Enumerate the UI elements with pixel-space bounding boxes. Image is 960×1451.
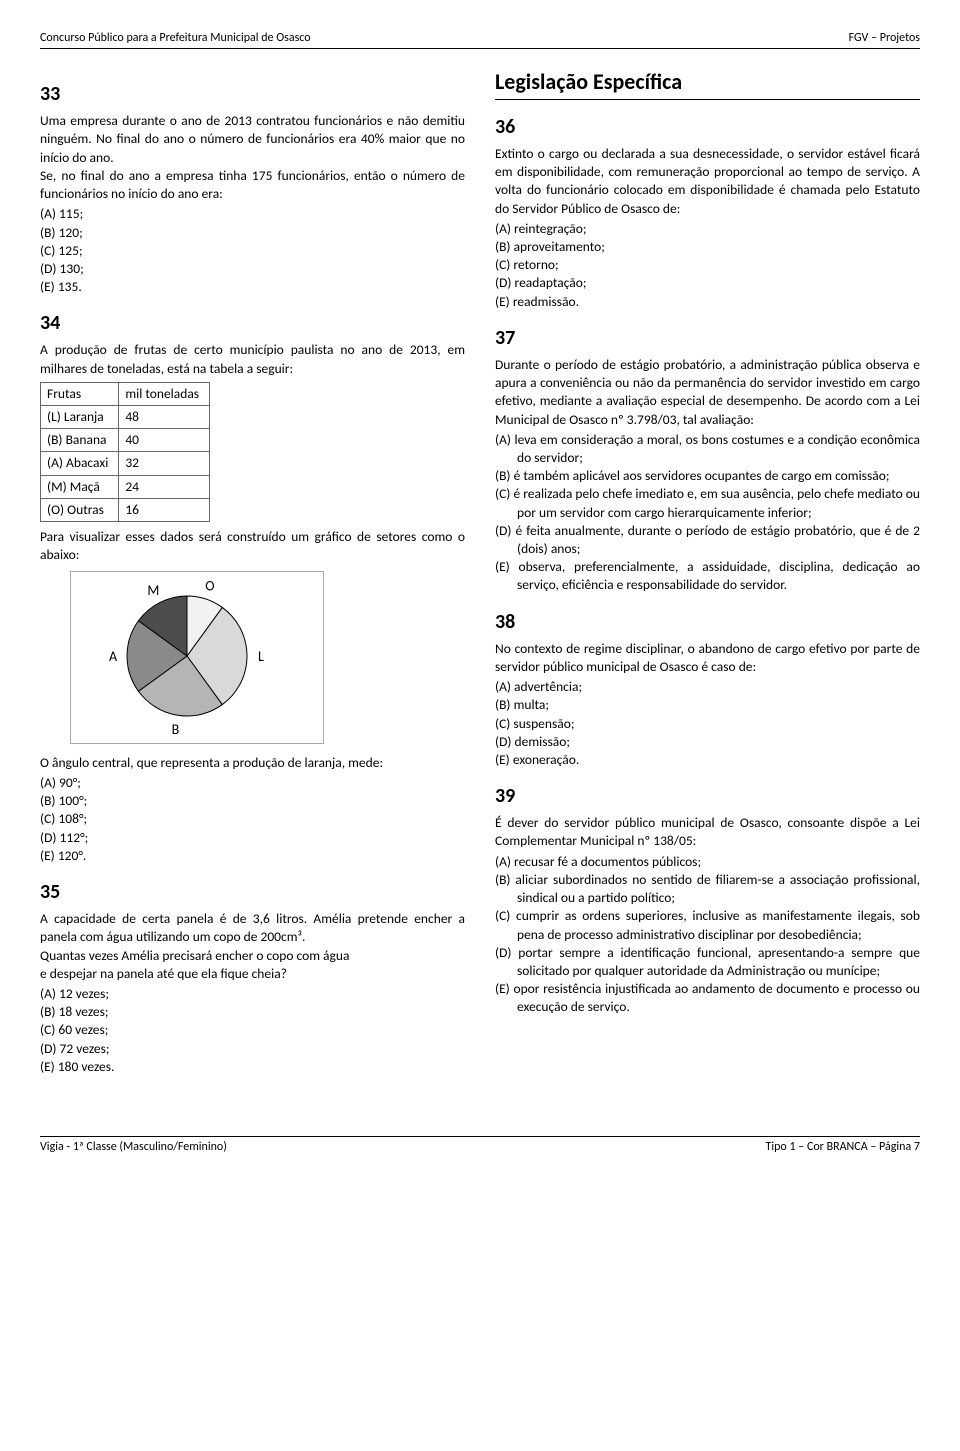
q39-opt-e: (E) opor resistência injustificada ao an…: [495, 980, 920, 1016]
left-column: 33 Uma empresa durante o ano de 2013 con…: [40, 67, 465, 1076]
q33-opt-e: (E) 135.: [40, 278, 465, 296]
q38-opt-c: (C) suspensão;: [495, 715, 920, 733]
q38-opt-b: (B) multa;: [495, 696, 920, 714]
q33-opt-c: (C) 125;: [40, 242, 465, 260]
svg-text:A: A: [109, 648, 118, 665]
q35-opt-c: (C) 60 vezes;: [40, 1021, 465, 1039]
q35-text: A capacidade de certa panela é de 3,6 li…: [40, 910, 465, 946]
q37-opt-c: (C) é realizada pelo chefe imediato e, e…: [495, 485, 920, 521]
q39-text: É dever do servidor público municipal de…: [495, 814, 920, 850]
q34-opt-a: (A) 90°;: [40, 774, 465, 792]
q37-opt-b: (B) é também aplicável aos servidores oc…: [495, 467, 920, 485]
q35-opt-d: (D) 72 vezes;: [40, 1040, 465, 1058]
q34-text: A produção de frutas de certo município …: [40, 341, 465, 377]
page-footer: Vigia - 1ª Classe (Masculino/Feminino) T…: [40, 1136, 920, 1155]
header-left: Concurso Público para a Prefeitura Munic…: [40, 30, 311, 46]
q37-opt-a: (A) leva em consideração a moral, os bon…: [495, 431, 920, 467]
footer-right: Tipo 1 – Cor BRANCA – Página 7: [766, 1139, 920, 1155]
q38-opt-e: (E) exoneração.: [495, 751, 920, 769]
q35-opt-e: (E) 180 vezes.: [40, 1058, 465, 1076]
q33-options: (A) 115; (B) 120; (C) 125; (D) 130; (E) …: [40, 205, 465, 296]
q37-number: 37: [495, 325, 920, 352]
q35-number: 35: [40, 879, 465, 906]
q36-opt-a: (A) reintegração;: [495, 220, 920, 238]
svg-text:M: M: [147, 582, 159, 599]
q37-options: (A) leva em consideração a moral, os bon…: [495, 431, 920, 595]
q38-options: (A) advertência; (B) multa; (C) suspensã…: [495, 678, 920, 769]
q33-opt-a: (A) 115;: [40, 205, 465, 223]
q34-opt-c: (C) 108°;: [40, 810, 465, 828]
q34-options: (A) 90°; (B) 100°; (C) 108°; (D) 112°; (…: [40, 774, 465, 865]
svg-text:O: O: [205, 578, 214, 595]
q39-options: (A) recusar fé a documentos públicos; (B…: [495, 853, 920, 1017]
q34-opt-e: (E) 120°.: [40, 847, 465, 865]
q37-opt-d: (D) é feita anualmente, durante o períod…: [495, 522, 920, 558]
q35-text2: Quantas vezes Amélia precisará encher o …: [40, 947, 465, 965]
q35-options: (A) 12 vezes; (B) 18 vezes; (C) 60 vezes…: [40, 985, 465, 1076]
q38-number: 38: [495, 609, 920, 636]
q35-opt-a: (A) 12 vezes;: [40, 985, 465, 1003]
q34-pie-chart: L B A M O: [77, 578, 297, 734]
q34-r2c0: (A) Abacaxi: [41, 452, 119, 475]
q39-opt-a: (A) recusar fé a documentos públicos;: [495, 853, 920, 871]
q34-number: 34: [40, 310, 465, 337]
q36-options: (A) reintegração; (B) aproveitamento; (C…: [495, 220, 920, 311]
footer-left: Vigia - 1ª Classe (Masculino/Feminino): [40, 1139, 227, 1155]
q34-opt-b: (B) 100°;: [40, 792, 465, 810]
q34-r3c1: 24: [119, 475, 210, 498]
q33-text2: Se, no final do ano a empresa tinha 175 …: [40, 167, 465, 203]
q37-opt-e: (E) observa, preferencialmente, a assidu…: [495, 558, 920, 594]
q34-text3: O ângulo central, que representa a produ…: [40, 754, 465, 772]
svg-text:L: L: [258, 648, 264, 665]
q34-r1c0: (B) Banana: [41, 429, 119, 452]
q34-th-frutas: Frutas: [41, 382, 119, 405]
q39-opt-b: (B) aliciar subordinados no sentido de f…: [495, 871, 920, 907]
q34-text2: Para visualizar esses dados será constru…: [40, 528, 465, 564]
svg-text:B: B: [172, 721, 180, 734]
q34-r3c0: (M) Maçã: [41, 475, 119, 498]
page-header: Concurso Público para a Prefeitura Munic…: [40, 30, 920, 49]
q34-r0c0: (L) Laranja: [41, 406, 119, 429]
q34-r4c1: 16: [119, 498, 210, 521]
header-right: FGV – Projetos: [849, 30, 920, 46]
q39-opt-c: (C) cumprir as ordens superiores, inclus…: [495, 907, 920, 943]
q38-opt-d: (D) demissão;: [495, 733, 920, 751]
q34-table: Frutas mil toneladas (L) Laranja48 (B) B…: [40, 382, 210, 522]
q38-opt-a: (A) advertência;: [495, 678, 920, 696]
q36-opt-d: (D) readaptação;: [495, 274, 920, 292]
section-title: Legislação Específica: [495, 67, 920, 100]
q33-text: Uma empresa durante o ano de 2013 contra…: [40, 112, 465, 167]
q34-r4c0: (O) Outras: [41, 498, 119, 521]
q36-number: 36: [495, 114, 920, 141]
q33-opt-d: (D) 130;: [40, 260, 465, 278]
q33-opt-b: (B) 120;: [40, 224, 465, 242]
q34-r1c1: 40: [119, 429, 210, 452]
q39-opt-d: (D) portar sempre a identificação funcio…: [495, 944, 920, 980]
q33-number: 33: [40, 81, 465, 108]
q35-opt-b: (B) 18 vezes;: [40, 1003, 465, 1021]
q36-opt-c: (C) retorno;: [495, 256, 920, 274]
right-column: Legislação Específica 36 Extinto o cargo…: [495, 67, 920, 1076]
q34-th-ton: mil toneladas: [119, 382, 210, 405]
q38-text: No contexto de regime disciplinar, o aba…: [495, 640, 920, 676]
q34-r2c1: 32: [119, 452, 210, 475]
q36-text: Extinto o cargo ou declarada a sua desne…: [495, 145, 920, 218]
q34-opt-d: (D) 112°;: [40, 829, 465, 847]
q36-opt-b: (B) aproveitamento;: [495, 238, 920, 256]
q34-pie-container: L B A M O: [70, 571, 324, 744]
q36-opt-e: (E) readmissão.: [495, 293, 920, 311]
q37-text: Durante o período de estágio probatório,…: [495, 356, 920, 429]
q35-text3: e despejar na panela até que ela fique c…: [40, 965, 465, 983]
q34-r0c1: 48: [119, 406, 210, 429]
q39-number: 39: [495, 783, 920, 810]
